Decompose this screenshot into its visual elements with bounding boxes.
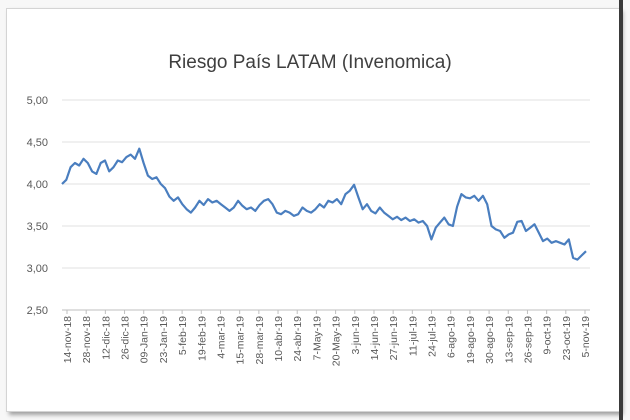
x-tick-label: 14-jun-19: [369, 316, 381, 361]
x-tick-label: 15-mar-19: [235, 316, 247, 365]
y-tick-label: 3,50: [27, 221, 48, 233]
x-tick-label: 5-feb-19: [177, 316, 189, 355]
x-tick-label: 3-jun-19: [350, 316, 362, 355]
x-tick-label: 5-nov-19: [580, 316, 592, 358]
series-line: [61, 147, 587, 261]
x-tick-label: 11-jul-19: [407, 316, 419, 356]
x-tick-label: 7-May-19: [311, 316, 323, 361]
x-tick-label: 24-abr-19: [292, 316, 304, 362]
x-tick-label: 19-ago-19: [465, 316, 477, 364]
x-tick-label: 26-sep-19: [522, 316, 534, 363]
x-tick-label: 09-Jan-19: [139, 316, 151, 363]
x-tick-label: 23-oct-19: [561, 316, 573, 361]
x-tick-label: 6-ago-19: [446, 316, 458, 358]
y-tick-label: 5,00: [27, 95, 48, 107]
x-tick-label: 30-ago-19: [484, 316, 496, 364]
y-tick-label: 4,50: [27, 137, 48, 149]
x-tick-label: 9-oct-19: [542, 316, 554, 355]
y-tick-label: 2,50: [27, 305, 48, 317]
x-tick-label: 28-nov-18: [81, 316, 93, 363]
window-edge: [619, 0, 623, 420]
x-tick-label: 23-Jan-19: [158, 316, 170, 363]
x-tick-label: 14-nov-18: [62, 316, 74, 363]
x-tick-label: 19-feb-19: [196, 316, 208, 361]
x-tick-label: 24-jul-19: [427, 316, 439, 357]
x-tick-label: 10-abr-19: [273, 316, 285, 362]
x-tick-label: 4-mar-19: [215, 316, 227, 359]
x-tick-label: 26-dic-18: [120, 316, 132, 360]
y-tick-label: 4,00: [27, 179, 48, 191]
x-tick-label: 20-May-19: [331, 316, 343, 366]
x-tick-label: 12-dic-18: [100, 316, 112, 360]
chart-title: Riesgo País LATAM (Invenomica): [168, 52, 452, 73]
x-tick-label: 27-jun-19: [388, 316, 400, 361]
x-tick-label: 13-sep-19: [503, 316, 515, 363]
x-tick-label: 28-mar-19: [254, 316, 266, 365]
y-tick-label: 3,00: [27, 263, 48, 275]
